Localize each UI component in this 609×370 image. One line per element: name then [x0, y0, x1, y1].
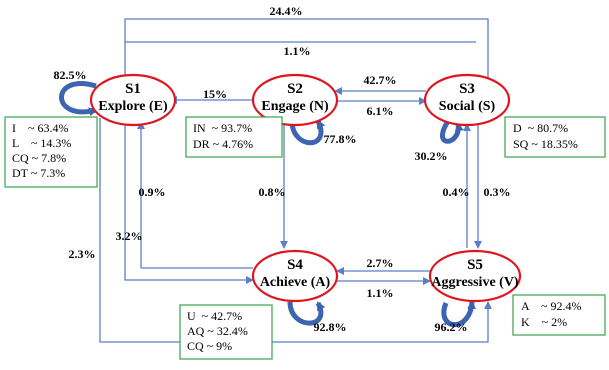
- stats-box-s2: IN ~ 93.7% DR ~ 4.76%: [185, 116, 283, 158]
- stats-box-s3: D ~ 80.7% SQ ~ 18.35%: [504, 116, 606, 158]
- stat-s4-line: AQ ~ 32.4%: [187, 324, 248, 338]
- state-s4-id: S4: [287, 257, 303, 273]
- label-s4-s1: 0.9%: [139, 185, 166, 199]
- label-s2-s3: 6.1%: [367, 104, 394, 118]
- loop-s3: [440, 119, 464, 144]
- label-s5-self: 96.2%: [435, 320, 468, 334]
- label-s3-self: 30.2%: [415, 149, 448, 163]
- state-s2: S2 Engage (N): [251, 73, 339, 127]
- loop-s5: [441, 300, 477, 328]
- label-s5-s4: 2.7%: [367, 256, 394, 270]
- state-s3-name: Social (S): [439, 99, 496, 114]
- state-s5-id: S5: [467, 257, 483, 273]
- state-s3: S3 Social (S): [423, 73, 511, 127]
- state-s2-name: Engage (N): [261, 99, 329, 114]
- stat-s1-line: DT ~ 7.3%: [12, 166, 65, 180]
- stat-s3-line: D ~ 80.7%: [513, 121, 568, 135]
- label-s5-s3: 0.4%: [443, 185, 470, 199]
- label-s1-self: 82.5%: [54, 68, 87, 82]
- stats-box-s4: U ~ 42.7% AQ ~ 32.4% CQ ~ 9%: [179, 304, 273, 360]
- stat-s4-line: CQ ~ 9%: [187, 339, 232, 353]
- label-s2-s4: 0.8%: [259, 185, 286, 199]
- stat-s4-line: U ~ 42.7%: [187, 309, 242, 323]
- loop-s2: [289, 119, 326, 146]
- edge-s1-s4: [124, 124, 254, 284]
- label-s1-s4: 3.2%: [116, 229, 143, 243]
- stat-s3-line: SQ ~ 18.35%: [513, 137, 578, 151]
- state-s2-id: S2: [287, 81, 303, 97]
- label-s2-s1: 15%: [203, 87, 227, 101]
- stat-s5-line: K ~ 2%: [521, 315, 567, 329]
- label-s2-self: 77.8%: [324, 132, 357, 146]
- stat-s2-line: DR ~ 4.76%: [193, 137, 253, 151]
- stats-box-s5: A ~ 92.4% K ~ 2%: [512, 294, 606, 336]
- state-s3-id: S3: [459, 81, 475, 97]
- loop-s1: [59, 81, 98, 117]
- state-s5: S5 Aggressive (V): [428, 249, 522, 303]
- stat-s1-line: L ~ 14.3%: [12, 136, 71, 150]
- stat-s5-line: A ~ 92.4%: [521, 299, 582, 313]
- label-s1-s3-top: 24.4%: [270, 4, 303, 18]
- state-s4: S4 Achieve (A): [251, 249, 339, 303]
- edge-s1-s3-top: [121, 18, 489, 85]
- stat-s2-line: IN ~ 93.7%: [193, 121, 252, 135]
- label-s3-s2: 42.7%: [364, 73, 397, 87]
- label-s3-s5: 0.3%: [484, 185, 511, 199]
- label-s1-s5: 2.3%: [69, 247, 96, 261]
- label-s4-self: 92.8%: [314, 320, 347, 334]
- edge-s1-s5: [99, 118, 492, 343]
- state-s5-name: Aggressive (V): [431, 275, 519, 290]
- label-s4-s5: 1.1%: [367, 286, 394, 300]
- stat-s1-line: I ~ 63.4%: [12, 121, 68, 135]
- stats-box-s1: I ~ 63.4% L ~ 14.3% CQ ~ 7.8% DT ~ 7.3%: [4, 116, 98, 188]
- state-s1-id: S1: [125, 81, 141, 97]
- state-s1-name: Explore (E): [98, 99, 168, 114]
- state-s1: S1 Explore (E): [89, 73, 177, 127]
- stat-s1-line: CQ ~ 7.8%: [12, 151, 66, 165]
- label-s3-s1-inner: 1.1%: [284, 44, 311, 58]
- state-s4-name: Achieve (A): [260, 275, 331, 290]
- loop-s4: [287, 301, 326, 326]
